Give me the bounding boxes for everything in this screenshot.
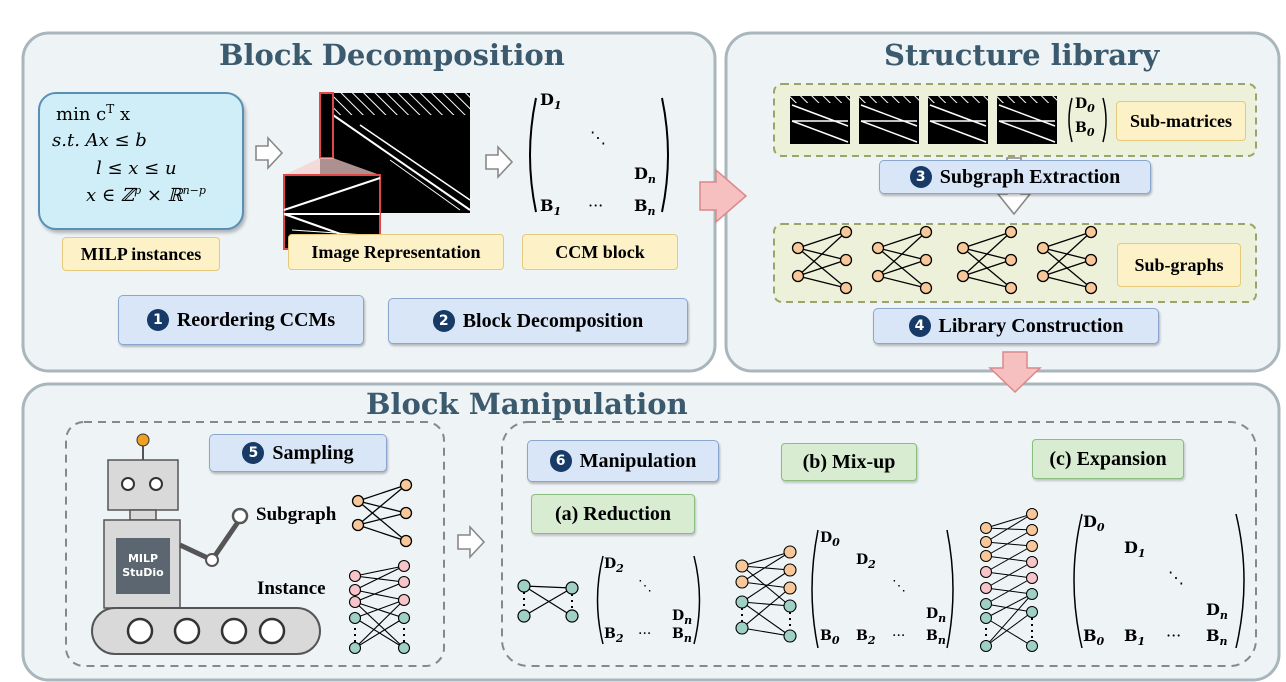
image-representation-label: Image Representation xyxy=(288,234,504,270)
sampling-area xyxy=(65,421,445,667)
expansion-d0: D0 xyxy=(1083,512,1105,535)
expansion-d1: D1 xyxy=(1124,538,1146,561)
milp-objective: min cT x xyxy=(56,102,131,125)
expansion-hdots: ··· xyxy=(1166,626,1182,645)
pink-arrow-down xyxy=(988,351,1042,394)
expansion-b1: B1 xyxy=(1124,626,1146,649)
mixup-d0: D0 xyxy=(820,530,840,549)
block-decomposition-title: Block Decomposition xyxy=(219,38,565,72)
step-3-subgraph-extraction: 3 Subgraph Extraction xyxy=(879,160,1151,194)
reduction-graph xyxy=(517,579,579,623)
mixup-d2: D2 xyxy=(856,552,876,571)
step-1-reordering-ccms: 1 Reordering CCMs xyxy=(118,295,364,345)
milp-studio-screen: MILP StuDio xyxy=(116,538,170,594)
op-expansion: (c) Expansion xyxy=(1032,439,1184,479)
milp-bounds: l ≤ x ≤ u xyxy=(96,158,177,179)
sampling-subgraph xyxy=(351,478,413,548)
expansion-b0: B0 xyxy=(1083,626,1105,649)
op-mixup: (b) Mix-up xyxy=(781,443,917,481)
ccm-bn: Bn xyxy=(634,196,656,219)
expansion-dn: Dn xyxy=(1206,600,1228,623)
subgraph-label: Subgraph xyxy=(256,504,337,525)
expansion-bn: Bn xyxy=(1206,626,1228,649)
expansion-ddots: ⋱ xyxy=(1168,568,1184,587)
block-manipulation-title: Block Manipulation xyxy=(366,387,688,421)
submatrix-b0: B0 xyxy=(1075,120,1095,139)
reduction-dn: Dn xyxy=(672,608,693,627)
manipulation-area xyxy=(501,421,1257,667)
mixup-graph xyxy=(735,545,797,643)
step-2-block-decomposition: 2 Block Decomposition xyxy=(388,298,688,344)
reduction-bn: Bn xyxy=(672,626,692,645)
mixup-dn: Dn xyxy=(926,606,947,625)
ccm-b1: B1 xyxy=(540,196,562,219)
step-6-manipulation: 6 Manipulation xyxy=(527,440,719,482)
ccm-ddots: ⋱ xyxy=(590,128,606,147)
milp-domain: x ∈ ℤp × ℝn−p xyxy=(86,184,206,206)
mixup-ddots: ⋱ xyxy=(892,578,906,594)
reduction-hdots: ··· xyxy=(638,626,652,642)
submatrix-d0: D0 xyxy=(1075,96,1095,115)
ccm-hdots: ··· xyxy=(588,196,604,215)
milp-formulation-box xyxy=(38,92,244,230)
ccm-dn: Dn xyxy=(634,164,656,187)
op-reduction: (a) Reduction xyxy=(531,494,695,534)
reduction-d2: D2 xyxy=(604,556,624,575)
ccm-block-label: CCM block xyxy=(522,234,678,270)
ccm-d1: D1 xyxy=(540,90,562,113)
expansion-graph xyxy=(980,508,1038,652)
milp-constraint: s.t. Ax ≤ b xyxy=(52,130,147,151)
submatrix-thumbnails xyxy=(790,96,1057,144)
mixup-b2: B2 xyxy=(856,628,876,647)
mixup-b0: B0 xyxy=(820,628,840,647)
subgraph-icons xyxy=(791,225,1098,295)
step-4-library-construction: 4 Library Construction xyxy=(873,308,1159,344)
reduction-b2: B2 xyxy=(604,626,624,645)
sub-graphs-label: Sub-graphs xyxy=(1117,243,1241,287)
mixup-hdots: ··· xyxy=(892,628,906,644)
milp-instances-label: MILP instances xyxy=(62,237,220,271)
instance-label: Instance xyxy=(257,578,326,599)
structure-library-title: Structure library xyxy=(884,38,1160,72)
step-5-sampling: 5 Sampling xyxy=(209,434,387,472)
sampling-instance-graph xyxy=(348,559,411,655)
sub-matrices-label: Sub-matrices xyxy=(1116,101,1246,141)
reduction-ddots: ⋱ xyxy=(638,578,652,594)
mixup-bn: Bn xyxy=(926,628,946,647)
pink-arrow-right xyxy=(699,168,748,224)
